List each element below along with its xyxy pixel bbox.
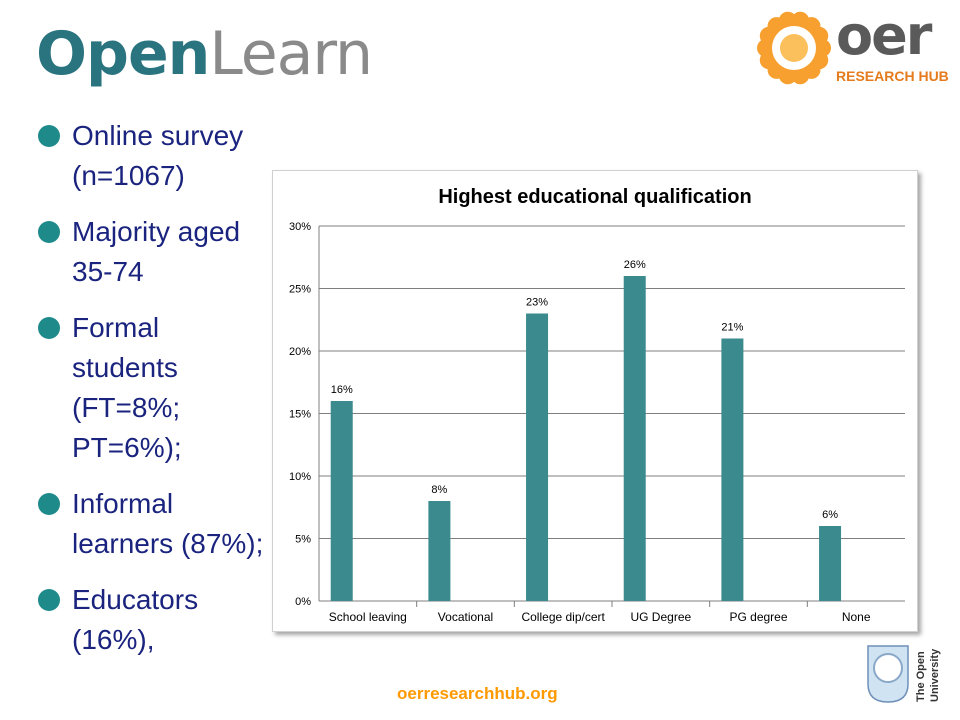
- data-label: 21%: [721, 322, 743, 334]
- sun-core: [780, 34, 808, 62]
- y-tick-label: 10%: [289, 471, 311, 483]
- sun-petal: [791, 66, 810, 85]
- bullet-dot-icon: [38, 493, 60, 515]
- data-label: 8%: [431, 484, 447, 496]
- openlearn-logo-open: Open: [36, 19, 210, 89]
- x-tick-label: Vocational: [438, 610, 493, 624]
- y-tick-label: 5%: [295, 534, 311, 546]
- y-tick-label: 20%: [289, 346, 311, 358]
- bullet-text: Majority aged 35-74: [72, 216, 241, 287]
- x-tick-label: College dip/cert: [521, 610, 605, 624]
- bar: [819, 526, 842, 601]
- x-tick-label: School leaving: [329, 610, 407, 624]
- bullet-item: Majority aged 35-74: [38, 212, 268, 292]
- y-tick-label: 25%: [289, 284, 311, 296]
- oer-logo-subtitle: RESEARCH HUB: [836, 68, 949, 84]
- data-label: 16%: [331, 384, 353, 396]
- bar: [428, 501, 451, 601]
- footer-url[interactable]: oerresearchhub.org: [397, 684, 558, 703]
- y-tick-label: 0%: [295, 596, 311, 608]
- openlearn-logo: OpenLearn: [36, 14, 373, 94]
- bullet-item: Informal learners (87%);: [38, 484, 268, 564]
- sun-petal: [810, 26, 829, 45]
- bullet-text: Formal students (FT=8%; PT=6%);: [72, 312, 182, 463]
- data-label: 23%: [526, 297, 548, 309]
- open-university-logo: The Open University: [867, 645, 941, 703]
- openlearn-logo-learn: Learn: [209, 19, 373, 89]
- x-tick-label: PG degree: [729, 610, 787, 624]
- ou-line2: University: [929, 648, 941, 702]
- chart-title: Highest educational qualification: [438, 186, 751, 208]
- bullet-text: Online survey (n=1067): [72, 120, 244, 191]
- bullet-item: Formal students (FT=8%; PT=6%);: [38, 308, 268, 468]
- bullet-dot-icon: [38, 125, 60, 147]
- data-label: 6%: [822, 509, 838, 521]
- bar: [330, 401, 353, 601]
- bullet-dot-icon: [38, 221, 60, 243]
- bullet-text: Educators (16%),: [72, 584, 199, 655]
- orange-sun-icon: [757, 11, 831, 85]
- y-tick-label: 15%: [289, 409, 311, 421]
- bullet-dot-icon: [38, 317, 60, 339]
- oer-logo-text: oer: [836, 4, 932, 67]
- y-tick-label: 30%: [289, 221, 311, 233]
- chart-canvas: Highest educational qualification 0% 5% 10…: [289, 186, 905, 624]
- bar: [623, 276, 646, 601]
- bullet-item: Online survey (n=1067): [38, 116, 268, 196]
- bullet-text: Informal learners (87%);: [72, 488, 264, 559]
- bullet-dot-icon: [38, 589, 60, 611]
- bullet-item: Educators (16%),: [38, 580, 268, 660]
- bar: [721, 338, 744, 601]
- data-label: 26%: [624, 259, 646, 271]
- bullet-list: Online survey (n=1067) Majority aged 35-…: [38, 116, 268, 676]
- bar-chart: Highest educational qualification 0% 5% 10…: [272, 170, 918, 632]
- bar: [526, 313, 549, 601]
- sun-petal: [778, 11, 797, 30]
- x-tick-label: None: [842, 610, 871, 624]
- ou-line1: The Open: [915, 651, 927, 702]
- x-tick-label: UG Degree: [630, 610, 691, 624]
